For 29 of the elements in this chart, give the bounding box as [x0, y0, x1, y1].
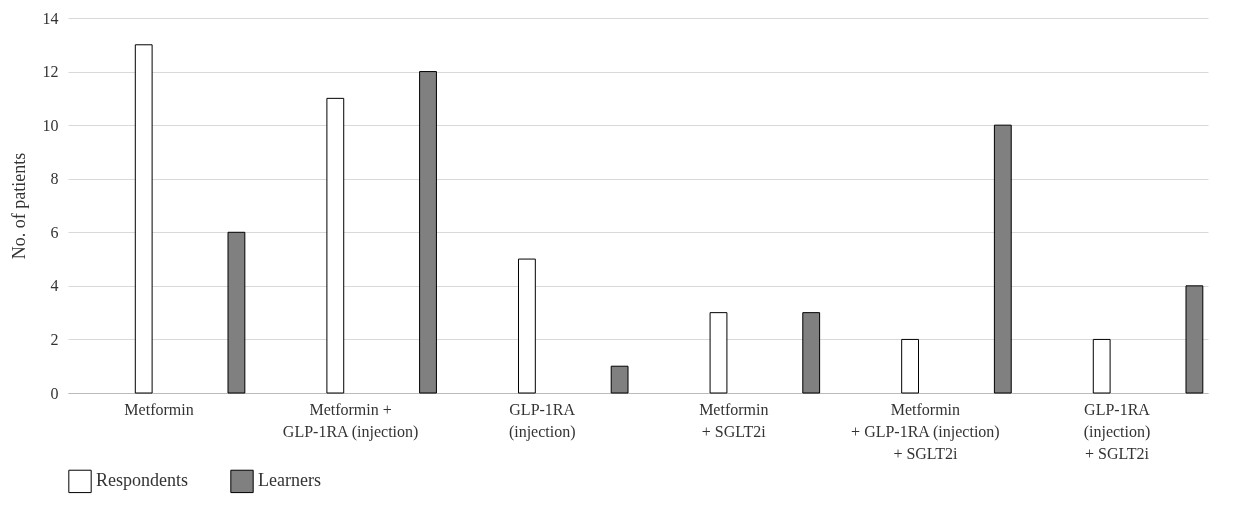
x-tick-label: Metformin + SGLT2i: [699, 400, 769, 440]
bar: [709, 312, 728, 394]
y-tick-label: 2: [50, 330, 59, 348]
y-tick-label: 10: [42, 116, 59, 134]
y-tick-label: 14: [42, 9, 59, 27]
bar: [1092, 338, 1111, 394]
bar: [610, 365, 629, 394]
x-tick-label: Metformin + GLP-1RA (injection) + SGLT2i: [851, 400, 1000, 462]
bar: [901, 338, 920, 394]
y-tick-label: 0: [50, 384, 59, 402]
x-tick-label: Metformin: [124, 400, 194, 418]
bar: [419, 71, 437, 394]
bar: [326, 97, 345, 394]
legend-label: Respondents: [96, 470, 188, 491]
x-tick-label: GLP-1RA (injection) + SGLT2i: [1083, 400, 1151, 462]
y-tick-label: 8: [50, 170, 59, 188]
y-tick-label: 6: [50, 223, 59, 241]
x-tick-label: GLP-1RA (injection): [508, 400, 576, 441]
x-tick-label: Metformin + GLP-1RA (injection): [282, 400, 419, 441]
bar: [227, 231, 246, 394]
y-tick-label: 4: [50, 277, 59, 295]
y-tick-label: 12: [42, 63, 59, 81]
bar: [802, 312, 821, 394]
y-axis-title: No. of patients: [8, 152, 29, 260]
bar: [1185, 285, 1204, 394]
bar: [517, 258, 536, 394]
bar: [134, 44, 153, 394]
bar: [993, 124, 1012, 394]
legend-label: Learners: [258, 470, 321, 491]
